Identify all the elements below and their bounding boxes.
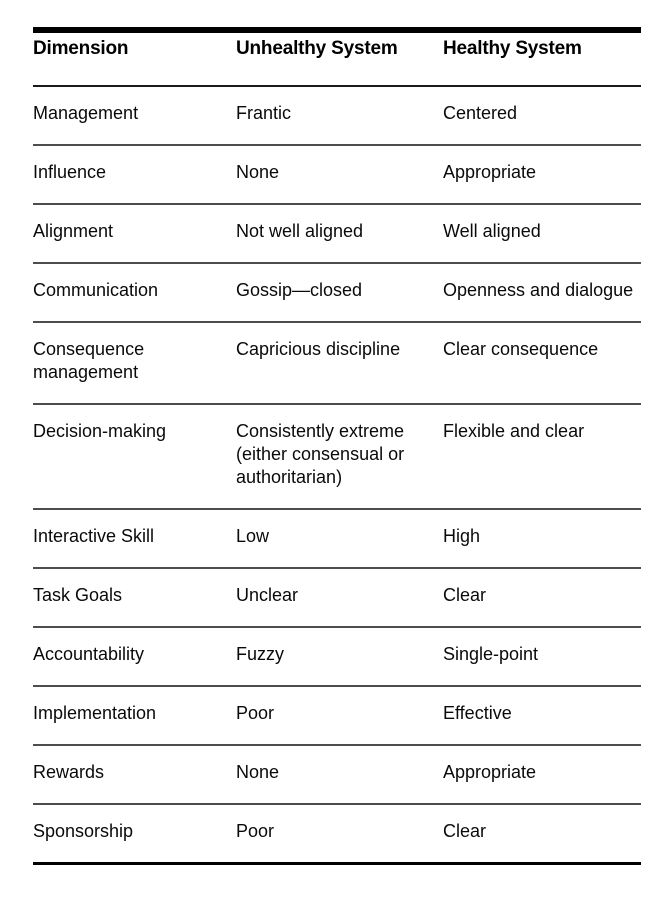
- cell-healthy-system: Single-point: [443, 626, 641, 686]
- header-row: Dimension Unhealthy System Healthy Syste…: [33, 30, 641, 86]
- cell-healthy-system: Effective: [443, 685, 641, 745]
- cell-healthy-system: High: [443, 508, 641, 568]
- table-row: Rewards None Appropriate: [33, 744, 641, 804]
- cell-healthy-system: Clear consequence: [443, 321, 641, 404]
- system-comparison-table: Dimension Unhealthy System Healthy Syste…: [33, 27, 641, 865]
- cell-unhealthy-system: Capricious discipline: [236, 321, 443, 404]
- column-header-healthy-system: Healthy System: [443, 38, 582, 59]
- cell-healthy-system: Well aligned: [443, 203, 641, 263]
- column-header-dimension: Dimension: [33, 38, 129, 59]
- cell-unhealthy-system: Unclear: [236, 567, 443, 627]
- cell-healthy-system: Centered: [443, 85, 641, 145]
- table-row: Alignment Not well aligned Well aligned: [33, 203, 641, 263]
- cell-unhealthy-system: Not well aligned: [236, 203, 443, 263]
- table-row: Consequence management Capricious discip…: [33, 321, 641, 404]
- cell-dimension: Implementation: [33, 685, 236, 745]
- cell-dimension: Alignment: [33, 203, 236, 263]
- cell-dimension: Communication: [33, 262, 236, 322]
- table-row: Accountability Fuzzy Single-point: [33, 626, 641, 686]
- cell-unhealthy-system: Gossip—closed: [236, 262, 443, 322]
- cell-dimension: Task Goals: [33, 567, 236, 627]
- cell-dimension: Interactive Skill: [33, 508, 236, 568]
- cell-healthy-system: Clear: [443, 803, 641, 864]
- cell-healthy-system: Openness and dialogue: [443, 262, 641, 322]
- cell-unhealthy-system: Poor: [236, 685, 443, 745]
- cell-unhealthy-system: Fuzzy: [236, 626, 443, 686]
- cell-dimension: Sponsorship: [33, 803, 236, 864]
- table-row: Sponsorship Poor Clear: [33, 803, 641, 864]
- table-body: Management Frantic Centered Influence No…: [33, 85, 641, 864]
- cell-healthy-system: Appropriate: [443, 144, 641, 204]
- cell-healthy-system: Flexible and clear: [443, 403, 641, 509]
- table-row: Interactive Skill Low High: [33, 508, 641, 568]
- cell-dimension: Management: [33, 85, 236, 145]
- column-header-unhealthy-system: Unhealthy System: [236, 38, 398, 59]
- cell-dimension: Rewards: [33, 744, 236, 804]
- table-row: Implementation Poor Effective: [33, 685, 641, 745]
- table-row: Decision-making Consistently extreme (ei…: [33, 403, 641, 509]
- table-header: Dimension Unhealthy System Healthy Syste…: [33, 30, 641, 86]
- cell-unhealthy-system: None: [236, 144, 443, 204]
- table-row: Communication Gossip—closed Openness and…: [33, 262, 641, 322]
- table-row: Management Frantic Centered: [33, 85, 641, 145]
- cell-dimension: Consequence management: [33, 321, 236, 404]
- table-row: Influence None Appropriate: [33, 144, 641, 204]
- cell-healthy-system: Appropriate: [443, 744, 641, 804]
- cell-dimension: Influence: [33, 144, 236, 204]
- cell-unhealthy-system: Consistently extreme (either consensual …: [236, 403, 443, 509]
- cell-unhealthy-system: Poor: [236, 803, 443, 864]
- cell-unhealthy-system: None: [236, 744, 443, 804]
- cell-unhealthy-system: Frantic: [236, 85, 443, 145]
- cell-dimension: Accountability: [33, 626, 236, 686]
- cell-unhealthy-system: Low: [236, 508, 443, 568]
- table-row: Task Goals Unclear Clear: [33, 567, 641, 627]
- cell-dimension: Decision-making: [33, 403, 236, 509]
- cell-healthy-system: Clear: [443, 567, 641, 627]
